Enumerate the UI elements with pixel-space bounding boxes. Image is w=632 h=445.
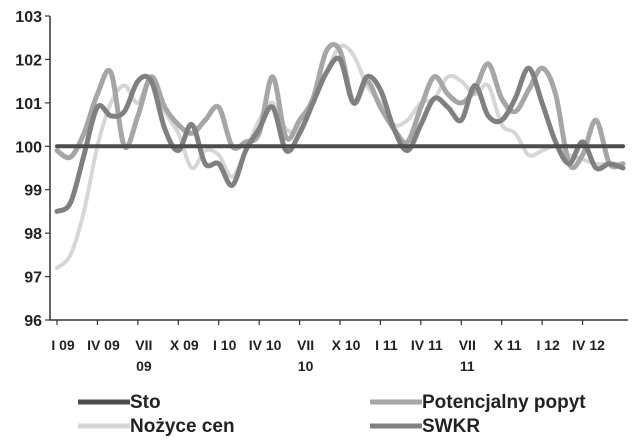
y-tick-label: 98: [24, 226, 42, 243]
y-tick-label: 100: [15, 139, 42, 156]
x-tick-label: I 12: [536, 337, 560, 353]
y-tick-label: 99: [24, 183, 42, 200]
y-tick-label: 96: [24, 313, 42, 330]
legend-label: Potencjalny popyt: [422, 392, 586, 413]
x-tick-label: IV 12: [572, 337, 605, 353]
x-tick-label: X 09: [170, 337, 199, 353]
legend-label: Sto: [130, 392, 161, 413]
x-tick-label: X 10: [332, 337, 361, 353]
series-line-3: [54, 55, 626, 214]
x-tick-label: VII 11: [459, 337, 476, 374]
x-tick-label: I 10: [213, 337, 237, 353]
chart-axes: [45, 15, 628, 325]
legend-label: Nożyce cen: [130, 416, 235, 437]
x-tick-label: IV 09: [87, 337, 120, 353]
y-tick-label: 103: [15, 9, 42, 26]
x-tick-label: X 11: [494, 337, 522, 353]
chart-legend: Sto Potencjalny popyt Nożyce cen SWKR: [78, 392, 586, 437]
legend-label: SWKR: [422, 416, 480, 437]
x-tick-label: IV 10: [249, 337, 282, 353]
x-tick-label: IV 11: [411, 337, 443, 353]
x-tick-label: VII 09: [135, 337, 152, 374]
x-tick-label: I 11: [375, 337, 398, 353]
chart-tick-labels: 96 97 98 99 100 101 102 103 I 09 IV 09 VII 09 X 09 I …: [15, 9, 605, 374]
y-tick-label: 101: [15, 96, 42, 113]
x-tick-label: I 09: [51, 337, 75, 353]
chart-series: [54, 42, 626, 270]
y-tick-label: 102: [15, 52, 42, 69]
y-tick-label: 97: [24, 270, 42, 287]
x-tick-label: VII 10: [297, 337, 314, 374]
